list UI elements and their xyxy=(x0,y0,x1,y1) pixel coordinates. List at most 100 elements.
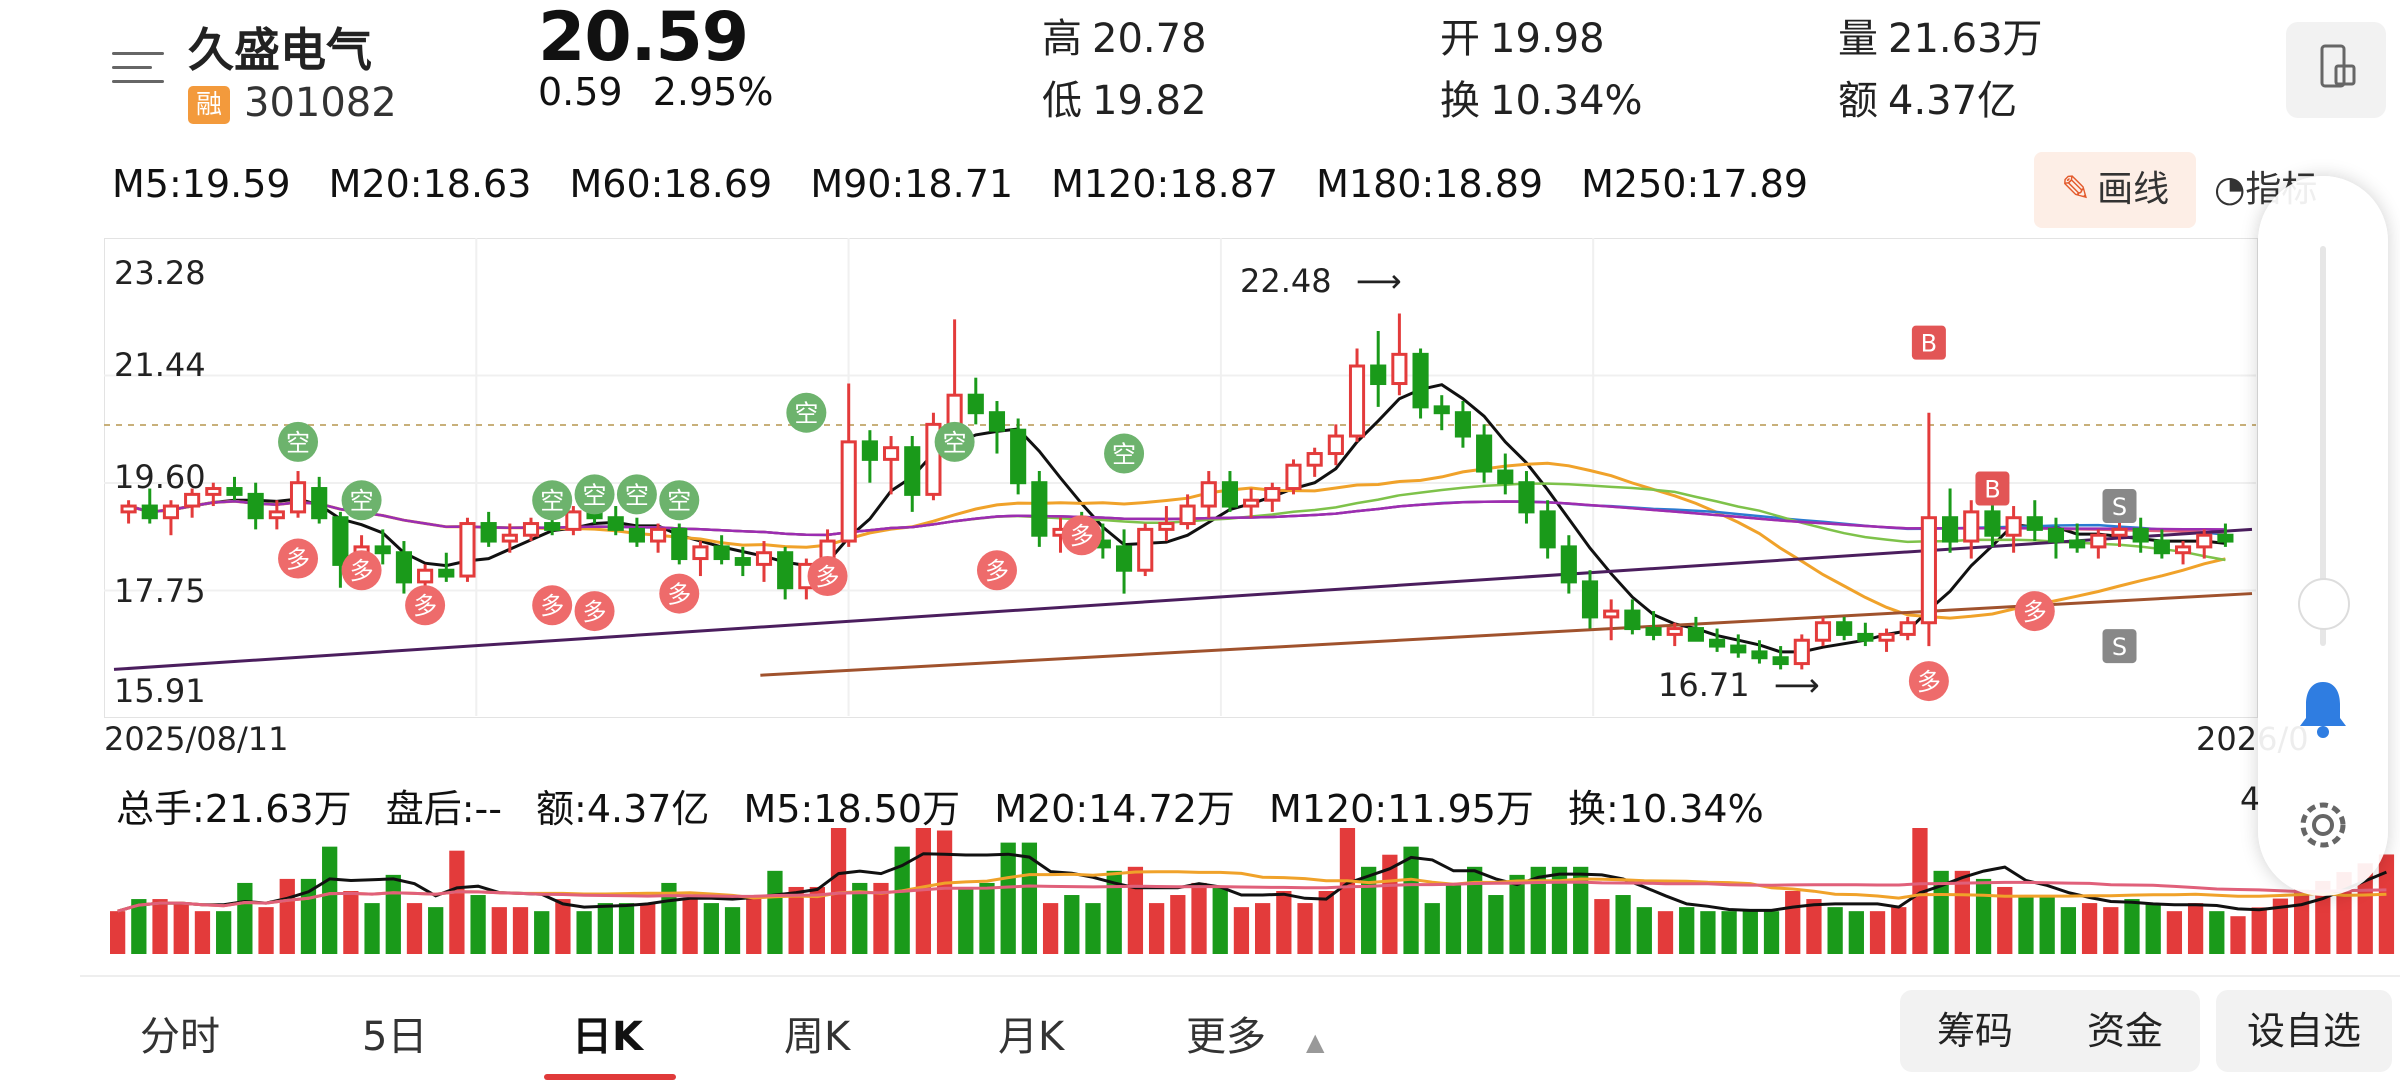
volume-bar xyxy=(1255,903,1271,954)
volume-bar xyxy=(2166,911,2183,954)
volume-bar xyxy=(1848,911,1864,954)
volume-bar xyxy=(830,828,847,954)
volume-bar xyxy=(2209,911,2225,954)
margin-badge: 融 xyxy=(188,86,230,124)
signal-kong-label: 空 xyxy=(286,429,310,457)
volume-bar xyxy=(385,874,401,954)
ma-180: M180:18.89 xyxy=(1316,162,1544,206)
candle-body xyxy=(1645,627,1662,636)
gear-icon[interactable] xyxy=(2294,796,2352,854)
candle-body xyxy=(1709,638,1726,648)
candle-body xyxy=(1518,481,1535,514)
funds-button[interactable]: 资金 xyxy=(2086,1009,2163,1053)
volume-bar xyxy=(1763,911,1780,954)
volume-chart[interactable] xyxy=(104,768,2400,954)
signal-duo-marker xyxy=(574,591,615,632)
phone-rotate-icon xyxy=(2320,44,2356,88)
volume-bar xyxy=(1276,891,1292,954)
volume-bar xyxy=(1403,846,1419,954)
kline-chart[interactable]: 空空空空空空空空 空多 多多多多多多 多多多多BBSS xyxy=(104,238,2256,716)
candle-body xyxy=(734,557,751,566)
candle-body xyxy=(1348,364,1366,438)
candle-body xyxy=(2153,539,2170,555)
signal-kong-label: 空 xyxy=(583,481,607,509)
volume-bar xyxy=(131,899,147,954)
signal-duo-marker xyxy=(659,573,700,614)
volume-bar xyxy=(703,903,719,954)
sell-marker xyxy=(2102,489,2137,524)
signal-kong-marker xyxy=(616,474,657,515)
high-annotation: 22.48 ⟶ xyxy=(1240,262,1402,300)
volume-bar xyxy=(1997,886,2013,954)
volume-bar xyxy=(279,878,295,954)
candle-body xyxy=(1539,510,1556,549)
candle-body xyxy=(289,481,307,514)
tab-weekly-k[interactable]: 周K xyxy=(784,1014,851,1060)
zoom-panel[interactable] xyxy=(2258,176,2388,896)
volume-bar xyxy=(1636,907,1652,954)
candle-body xyxy=(628,527,645,543)
volume-bar xyxy=(2293,889,2310,954)
candle-body xyxy=(2069,539,2086,549)
volume-bar xyxy=(852,882,868,954)
menu-icon[interactable] xyxy=(112,46,164,90)
candle-body xyxy=(1010,428,1027,485)
candle-body xyxy=(501,533,518,543)
candle-body xyxy=(1772,656,1789,666)
tab-monthly-k[interactable]: 月K xyxy=(998,1014,1065,1060)
volume-bar xyxy=(1785,891,1801,954)
volume-bar xyxy=(322,846,338,954)
landscape-toggle-button[interactable] xyxy=(2286,22,2386,118)
candle-body xyxy=(1878,632,1895,642)
stock-code: 301082 xyxy=(244,80,397,126)
signal-duo-marker xyxy=(2014,591,2055,632)
volume-bar xyxy=(2357,863,2373,954)
volume-bar xyxy=(1042,903,1059,954)
active-tab-indicator xyxy=(544,1074,676,1080)
draw-line-button[interactable]: ✎ 画线 xyxy=(2034,152,2196,228)
tab-more[interactable]: 更多 ▲ xyxy=(1186,1004,1324,1062)
price-change: 0.59 2.95% xyxy=(538,70,773,114)
candle-body xyxy=(967,393,984,415)
bell-icon[interactable] xyxy=(2294,676,2352,740)
tab-daily-k[interactable]: 日K xyxy=(572,1014,643,1060)
volume-bar xyxy=(1806,899,1822,954)
volume-bar xyxy=(1742,911,1758,954)
add-watchlist-button[interactable]: 设自选 xyxy=(2216,990,2392,1072)
candle-body xyxy=(1581,580,1599,619)
signal-kong-marker xyxy=(1104,433,1145,474)
volume-bar xyxy=(343,891,359,954)
volume-bar xyxy=(1933,870,1949,954)
kline-chart-frame[interactable] xyxy=(104,238,2258,718)
vol-total: 总手:21.63万 xyxy=(116,787,352,831)
volume-bar xyxy=(491,907,507,954)
candle-body xyxy=(1221,481,1239,508)
tab-intraday[interactable]: 分时 xyxy=(140,1014,220,1060)
start-date: 2025/08/11 xyxy=(104,720,289,758)
candle-body xyxy=(311,487,328,520)
volume-bar xyxy=(576,911,592,954)
volume-bar xyxy=(2187,903,2204,954)
signal-kong-marker xyxy=(786,392,827,433)
candle-body xyxy=(395,551,412,584)
tab-5day[interactable]: 5日 xyxy=(362,1014,428,1060)
candle-body xyxy=(1920,516,1937,625)
stat-amount: 额 4.37亿 xyxy=(1838,78,2018,124)
candle-body xyxy=(607,516,624,531)
zoom-handle[interactable] xyxy=(2298,578,2350,630)
volume-bar xyxy=(2145,903,2161,954)
volume-bar xyxy=(1297,903,1313,954)
volume-bar xyxy=(512,907,529,954)
signal-kong-marker xyxy=(934,421,975,462)
chips-button[interactable]: 筹码 xyxy=(1936,1009,2013,1053)
draw-line-label: 画线 xyxy=(2097,169,2170,210)
signal-duo-marker xyxy=(1908,661,1949,702)
candle-body xyxy=(2196,533,2213,549)
volume-bar xyxy=(428,907,444,954)
ma-line-120 xyxy=(128,499,2226,537)
volume-bar xyxy=(1127,866,1144,954)
volume-ma120 xyxy=(117,880,2387,913)
candle-body xyxy=(1264,487,1281,502)
signal-duo-label: 多 xyxy=(816,563,840,591)
candle-body xyxy=(162,504,180,520)
